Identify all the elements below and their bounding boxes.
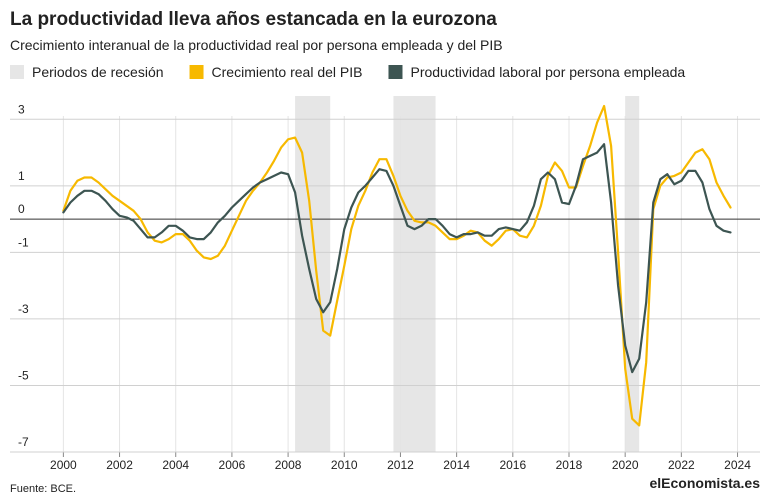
legend-label: Productividad laboral por persona emplea… [410,64,685,80]
x-tick-label: 2016 [499,458,526,472]
x-tick-label: 2002 [106,458,133,472]
x-tick-label: 2012 [387,458,414,472]
series-line [62,143,732,374]
y-tick-label: 1 [18,169,25,183]
recession-band [295,96,331,452]
x-tick-label: 2020 [612,458,639,472]
y-tick-label: 0 [18,202,25,216]
recession-band [393,96,436,452]
chart-subtitle: Crecimiento interanual de la productivid… [10,37,503,53]
y-tick-label: -1 [18,235,29,249]
x-tick-label: 2018 [556,458,583,472]
x-tick-label: 2004 [162,458,189,472]
x-tick-label: 2008 [275,458,302,472]
logo: elEconomista.es [650,475,761,491]
legend-swatch [189,65,204,79]
y-tick-label: -7 [18,435,29,449]
x-tick-label: 2024 [724,458,751,472]
chart-title: La productividad lleva años estancada en… [10,9,497,30]
x-tick-label: 2022 [668,458,695,472]
legend-swatch [10,65,24,79]
x-tick-label: 2000 [50,458,77,472]
y-tick-label: 3 [18,102,25,116]
y-tick-label: -3 [18,302,29,316]
x-tick-label: 2006 [219,458,246,472]
x-tick-label: 2010 [331,458,358,472]
source: Fuente: BCE. [10,483,76,495]
recession-band [625,96,640,452]
legend-swatch [388,65,403,79]
series-line [62,104,732,427]
x-tick-label: 2014 [443,458,470,472]
legend-label: Periodos de recesión [32,64,164,80]
legend-label: Crecimiento real del PIB [212,64,363,80]
y-tick-label: -5 [18,368,29,382]
